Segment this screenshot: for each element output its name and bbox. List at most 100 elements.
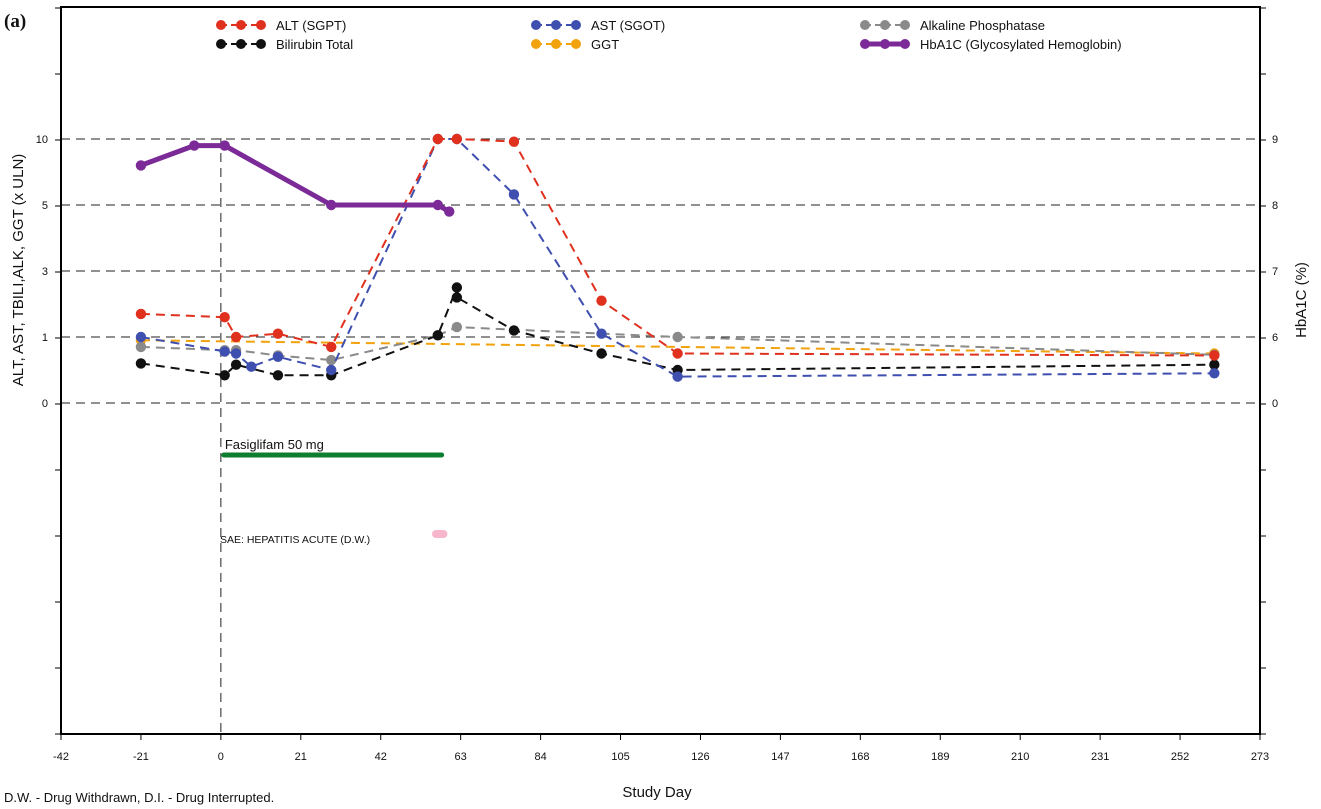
axes-layer: 0 1 3 5 10 0 6 7 8 9 -42 -21 0 21 42 63 84 105 126 147 168 18… xyxy=(36,6,1278,763)
sae-event-label: SAE: HEPATITIS ACUTE (D.W.) xyxy=(220,534,370,546)
legend-entry-label: ALT (SGPT) xyxy=(276,18,346,33)
legend-swatch-point xyxy=(216,20,226,30)
data-point xyxy=(1209,359,1220,370)
data-point xyxy=(444,206,455,217)
data-point xyxy=(272,370,284,381)
legend-swatch-point xyxy=(236,20,246,30)
y-tick-label: 10 xyxy=(36,134,48,146)
data-point xyxy=(230,331,242,343)
x-tick-label: 147 xyxy=(771,751,789,763)
data-point xyxy=(451,292,463,303)
grid-layer xyxy=(61,138,1260,404)
data-point xyxy=(1209,350,1220,361)
x-tick-label: 126 xyxy=(691,751,709,763)
data-point xyxy=(135,358,147,369)
data-point xyxy=(219,312,230,323)
y-tick-label: 5 xyxy=(42,200,48,212)
data-point xyxy=(326,199,337,211)
x-tick-label: 84 xyxy=(534,751,546,763)
data-point xyxy=(508,189,520,200)
y2-tick-label: 8 xyxy=(1272,200,1278,212)
data-point xyxy=(246,361,257,372)
y-tick-label: 3 xyxy=(42,266,48,278)
data-point xyxy=(596,348,607,359)
legend-swatch-point xyxy=(571,39,581,49)
legend-swatch-point xyxy=(860,20,870,30)
x-tick-label: 273 xyxy=(1251,751,1269,763)
x-tick-label: 252 xyxy=(1171,751,1189,763)
legend-entry-label: GGT xyxy=(591,37,619,52)
data-point xyxy=(432,199,444,211)
footnote: D.W. - Drug Withdrawn, D.I. - Drug Inter… xyxy=(4,790,274,805)
data-point xyxy=(508,136,520,147)
legend-swatch-point xyxy=(216,39,226,49)
plot-frame xyxy=(60,6,1261,735)
data-point xyxy=(451,321,463,333)
data-point xyxy=(596,295,607,306)
x-tick-label: 210 xyxy=(1011,751,1029,763)
data-point xyxy=(219,346,230,357)
y-axis-label: ALT, AST, TBILI,ALK, GGT (x ULN) xyxy=(10,154,27,387)
legend-swatch-point xyxy=(256,39,266,49)
x-tick-label: 231 xyxy=(1091,751,1109,763)
y2-tick-label: 9 xyxy=(1272,134,1278,146)
dose-bar-label: Fasiglifam 50 mg xyxy=(225,437,324,452)
x-tick-label: 21 xyxy=(295,751,307,763)
data-point xyxy=(135,160,147,171)
data-point xyxy=(219,140,230,151)
x-tick-label: 42 xyxy=(375,751,387,763)
data-point xyxy=(135,341,147,353)
y-tick-label: 1 xyxy=(42,332,48,344)
legend-entry-label: AST (SGOT) xyxy=(591,18,665,33)
data-point xyxy=(219,370,230,381)
data-point xyxy=(326,364,337,376)
legend-swatch-point xyxy=(880,39,890,49)
series-line-0 xyxy=(140,138,1215,357)
legend-swatch-point xyxy=(860,39,870,49)
x-tick-label: -42 xyxy=(53,751,69,763)
data-point xyxy=(1209,368,1220,379)
x-axis-label: Study Day xyxy=(622,784,692,801)
data-point xyxy=(189,140,200,151)
legend-entry-label: Alkaline Phosphatase xyxy=(920,18,1045,33)
series-line-5 xyxy=(140,143,451,214)
data-point xyxy=(508,325,520,336)
panel-label: (a) xyxy=(4,11,26,32)
data-point xyxy=(326,354,337,366)
data-point xyxy=(272,328,284,339)
data-point xyxy=(432,330,444,341)
y2-tick-label: 0 xyxy=(1272,398,1278,410)
data-point xyxy=(596,328,607,339)
legend-entry-label: HbA1C (Glycosylated Hemoglobin) xyxy=(920,37,1122,52)
legend: ALT (SGPT) AST (SGOT) Alkaline Phosphatase… xyxy=(216,18,1122,52)
data-point xyxy=(135,308,147,320)
data-point xyxy=(672,331,683,343)
data-point xyxy=(272,351,284,362)
legend-swatch-point xyxy=(551,39,561,49)
legend-entry-label: Bilirubin Total xyxy=(276,37,353,52)
data-point xyxy=(432,133,444,145)
legend-swatch-point xyxy=(551,20,561,30)
legend-swatch-point xyxy=(531,39,541,49)
data-point xyxy=(230,359,242,370)
y2-axis-label: HbA1C (%) xyxy=(1293,262,1310,338)
x-tick-label: -21 xyxy=(133,751,149,763)
legend-swatch-point xyxy=(531,20,541,30)
data-point xyxy=(672,371,683,382)
legend-swatch-point xyxy=(256,20,266,30)
x-tick-label: 189 xyxy=(931,751,949,763)
series-layer xyxy=(135,133,1220,382)
x-tick-label: 105 xyxy=(611,751,629,763)
data-point xyxy=(451,133,463,145)
legend-swatch-point xyxy=(900,39,910,49)
legend-swatch-point xyxy=(900,20,910,30)
data-point xyxy=(230,348,242,359)
x-tick-label: 0 xyxy=(218,751,224,763)
legend-swatch-point xyxy=(571,20,581,30)
y2-tick-label: 6 xyxy=(1272,332,1278,344)
legend-swatch-point xyxy=(236,39,246,49)
x-tick-label: 63 xyxy=(455,751,467,763)
y-tick-label: 0 xyxy=(42,398,48,410)
data-point xyxy=(451,282,463,293)
